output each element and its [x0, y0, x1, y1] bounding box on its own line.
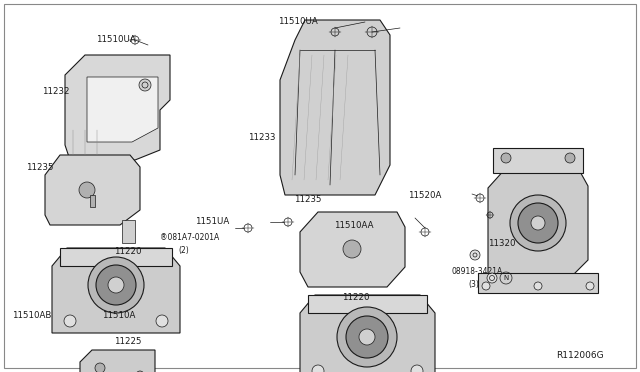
Circle shape: [136, 371, 144, 372]
Circle shape: [312, 365, 324, 372]
Polygon shape: [80, 350, 155, 372]
Circle shape: [518, 203, 558, 243]
Circle shape: [337, 307, 397, 367]
Bar: [478, 273, 598, 293]
Circle shape: [88, 257, 144, 313]
Text: 11235: 11235: [294, 196, 321, 205]
Text: 11232: 11232: [42, 87, 70, 96]
Text: 11510AA: 11510AA: [334, 221, 374, 231]
Text: 11510UA: 11510UA: [96, 35, 136, 45]
Circle shape: [108, 277, 124, 293]
Bar: [90, 195, 95, 207]
Circle shape: [501, 153, 511, 163]
Circle shape: [534, 282, 542, 290]
Text: (3): (3): [468, 279, 479, 289]
Polygon shape: [87, 77, 158, 142]
Text: 11510A: 11510A: [102, 311, 136, 320]
Text: 11520A: 11520A: [408, 190, 442, 199]
Circle shape: [95, 363, 105, 372]
Circle shape: [565, 153, 575, 163]
Circle shape: [470, 250, 480, 260]
Text: (2): (2): [178, 246, 189, 254]
Circle shape: [510, 195, 566, 251]
Polygon shape: [300, 212, 405, 287]
Text: 11220: 11220: [342, 294, 369, 302]
Text: 11510UA: 11510UA: [278, 17, 317, 26]
Text: 1151UA: 1151UA: [195, 218, 229, 227]
Text: 11235: 11235: [26, 164, 54, 173]
Circle shape: [156, 315, 168, 327]
Text: 11510AB: 11510AB: [12, 311, 51, 320]
Circle shape: [531, 216, 545, 230]
Circle shape: [79, 182, 95, 198]
Polygon shape: [488, 168, 588, 278]
Circle shape: [359, 329, 375, 345]
Polygon shape: [300, 295, 435, 372]
Text: ®081A7-0201A: ®081A7-0201A: [160, 234, 220, 243]
Bar: [308, 295, 427, 313]
Circle shape: [411, 365, 423, 372]
Circle shape: [139, 79, 151, 91]
Polygon shape: [493, 148, 583, 173]
Text: N: N: [504, 275, 509, 281]
Circle shape: [346, 316, 388, 358]
Polygon shape: [122, 220, 135, 243]
Bar: [60, 248, 172, 266]
Text: 11225: 11225: [114, 337, 141, 346]
Polygon shape: [52, 248, 180, 333]
Polygon shape: [65, 55, 170, 160]
Circle shape: [487, 273, 497, 283]
Circle shape: [343, 240, 361, 258]
Polygon shape: [280, 20, 390, 195]
Circle shape: [96, 265, 136, 305]
Polygon shape: [45, 155, 140, 225]
Text: 11320: 11320: [488, 240, 515, 248]
Text: 11233: 11233: [248, 134, 275, 142]
Circle shape: [586, 282, 594, 290]
Text: 08918-3421A: 08918-3421A: [452, 267, 503, 276]
Text: 11220: 11220: [114, 247, 141, 257]
Circle shape: [482, 282, 490, 290]
Circle shape: [64, 315, 76, 327]
Text: R112006G: R112006G: [556, 350, 604, 359]
